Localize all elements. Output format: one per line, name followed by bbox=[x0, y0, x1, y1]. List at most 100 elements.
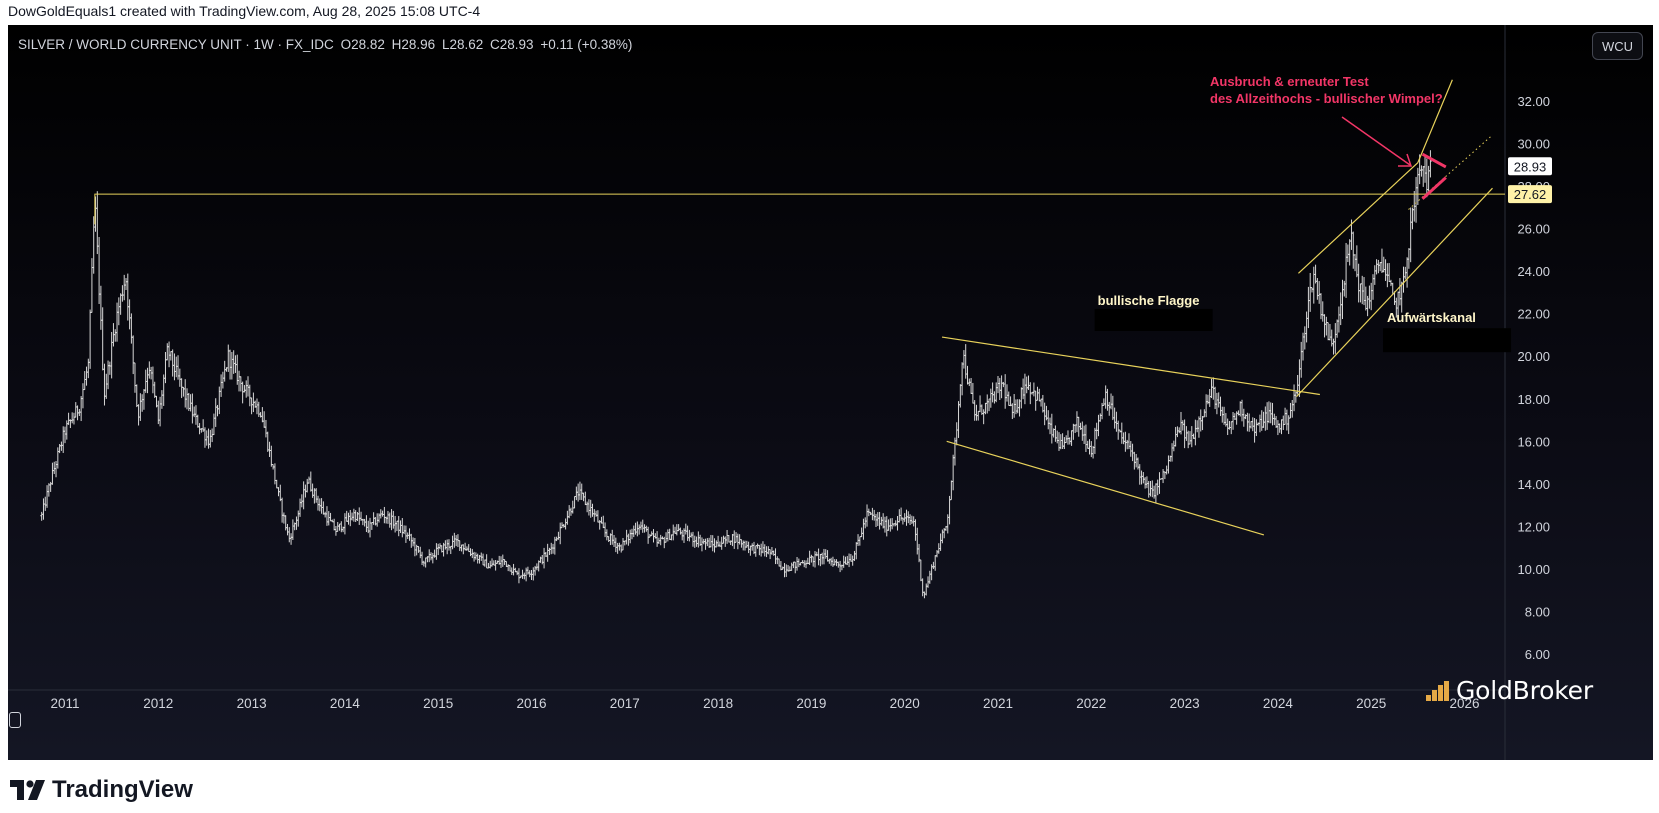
ohlc-bar bbox=[384, 516, 388, 524]
ohlc-bar bbox=[1018, 399, 1021, 417]
ohlc-bar bbox=[668, 528, 672, 540]
ohlc-bar bbox=[397, 516, 401, 537]
ohlc-bar bbox=[551, 543, 555, 554]
ohlc-bar bbox=[623, 540, 627, 546]
x-tick-label: 2012 bbox=[143, 696, 173, 711]
ohlc-bar bbox=[1050, 413, 1054, 444]
ohlc-bar bbox=[580, 483, 584, 500]
ohlc-bar bbox=[878, 511, 881, 530]
x-tick-label: 2024 bbox=[1263, 696, 1294, 711]
ohlc-bar bbox=[949, 480, 953, 501]
ohlc-bar bbox=[628, 529, 632, 544]
symbol-legend[interactable]: SILVER / WORLD CURRENCY UNIT · 1W · FX_I… bbox=[18, 37, 635, 52]
ohlc-bar bbox=[106, 360, 110, 390]
ohlc-bar bbox=[928, 570, 932, 584]
ohlc-bar bbox=[1010, 403, 1014, 420]
ohlc-bar bbox=[1025, 376, 1029, 394]
ohlc-bar bbox=[614, 537, 618, 553]
ohlc-bar bbox=[1107, 401, 1111, 416]
ohlc-bar bbox=[1299, 341, 1303, 378]
ohlc-bar bbox=[603, 522, 607, 538]
ohlc-bar bbox=[237, 370, 241, 392]
axes: 6.00 8.00 10.00 12.00 14.00 16.00 18.00 20.00 22… bbox=[50, 94, 1552, 711]
ohlc-bar bbox=[765, 546, 768, 558]
ohlc-bar bbox=[357, 507, 361, 525]
ohlc-bar bbox=[1181, 420, 1185, 431]
ohlc-bar bbox=[280, 497, 284, 523]
ohlc-bar bbox=[524, 567, 528, 582]
legend-high: H28.96 bbox=[391, 37, 436, 52]
ohlc-bar bbox=[578, 481, 582, 500]
ohlc-bar bbox=[1093, 427, 1097, 454]
ohlc-bar bbox=[1321, 301, 1325, 322]
ohlc-bar bbox=[1170, 443, 1174, 462]
ohlc-bar bbox=[1283, 407, 1287, 425]
legend-change: +0.11 (+0.38%) bbox=[540, 37, 633, 52]
ohlc-bar bbox=[810, 554, 813, 563]
ohlc-bar bbox=[625, 529, 628, 545]
ohlc-bar bbox=[140, 394, 144, 412]
ohlc-bar bbox=[1204, 394, 1208, 418]
ohlc-bar bbox=[905, 509, 908, 526]
chart-panel[interactable]: 6.00 8.00 10.00 12.00 14.00 16.00 18.00 20.00 22… bbox=[8, 25, 1653, 760]
ohlc-bar bbox=[295, 516, 298, 530]
ohlc-bar bbox=[282, 512, 286, 524]
ohlc-bar bbox=[1371, 274, 1375, 300]
tradingview-logo[interactable]: TradingView bbox=[10, 776, 193, 804]
ohlc-bar bbox=[933, 555, 937, 571]
ohlc-bar bbox=[1355, 245, 1359, 278]
ohlc-bar bbox=[260, 407, 264, 423]
ohlc-bar bbox=[700, 537, 704, 552]
ohlc-bar bbox=[1001, 381, 1005, 388]
ohlc-bar bbox=[451, 535, 454, 550]
ohlc-bar bbox=[108, 361, 112, 375]
ohlc-bar bbox=[128, 299, 131, 330]
ohlc-bar bbox=[1375, 259, 1378, 275]
ohlc-bar bbox=[975, 404, 978, 421]
ohlc-bar bbox=[1420, 165, 1423, 177]
ohlc-bar bbox=[589, 499, 593, 518]
x-tick-label: 2017 bbox=[610, 696, 640, 711]
ohlc-bar bbox=[634, 522, 637, 535]
ohlc-bar bbox=[768, 549, 772, 560]
x-tick-label: 2015 bbox=[423, 696, 453, 711]
ohlc-bar bbox=[79, 396, 83, 422]
lock-scale-icon[interactable] bbox=[9, 712, 21, 728]
y-tick-label: 32.00 bbox=[1517, 94, 1550, 109]
ohlc-bar bbox=[881, 513, 885, 529]
ohlc-bar bbox=[1138, 464, 1142, 485]
ohlc-bar bbox=[469, 548, 472, 557]
ohlc-bar bbox=[1104, 385, 1108, 409]
ohlc-bar bbox=[1183, 419, 1186, 449]
x-tick-label: 2026 bbox=[1449, 696, 1479, 711]
ohlc-bar bbox=[1115, 411, 1118, 432]
ohlc-bar bbox=[151, 366, 155, 394]
ohlc-bar bbox=[1102, 398, 1106, 406]
x-tick-label: 2018 bbox=[703, 696, 733, 711]
ohlc-bar bbox=[454, 535, 458, 547]
ohlc-bar bbox=[601, 515, 605, 529]
ohlc-bar bbox=[422, 560, 426, 567]
ohlc-bar bbox=[1344, 242, 1348, 298]
pennant-lower-line bbox=[1421, 176, 1447, 200]
ohlc-bar bbox=[1269, 402, 1273, 424]
ohlc-bar bbox=[1132, 451, 1136, 470]
ohlc-bar bbox=[424, 557, 428, 568]
ohlc-bar bbox=[1274, 416, 1278, 428]
x-tick-label: 2014 bbox=[330, 696, 361, 711]
ohlc-bar bbox=[129, 313, 133, 344]
watermark-text: GoldBroker bbox=[1456, 676, 1593, 705]
ohlc-bar bbox=[142, 389, 146, 410]
ohlc-bar bbox=[522, 572, 526, 580]
ohlc-bar bbox=[382, 506, 386, 524]
ohlc-bar bbox=[207, 428, 210, 449]
ohlc-bar bbox=[587, 499, 591, 516]
ohlc-bar bbox=[732, 530, 736, 549]
ohlc-bar bbox=[1131, 443, 1134, 462]
y-tick-label: 14.00 bbox=[1517, 477, 1550, 492]
ohlc-bar bbox=[338, 523, 341, 531]
ohlc-bar bbox=[1333, 323, 1337, 354]
price-chart[interactable]: 6.00 8.00 10.00 12.00 14.00 16.00 18.00 20.00 22… bbox=[8, 25, 1653, 760]
currency-button[interactable]: WCU bbox=[1591, 32, 1643, 60]
ohlc-bar bbox=[540, 554, 544, 565]
